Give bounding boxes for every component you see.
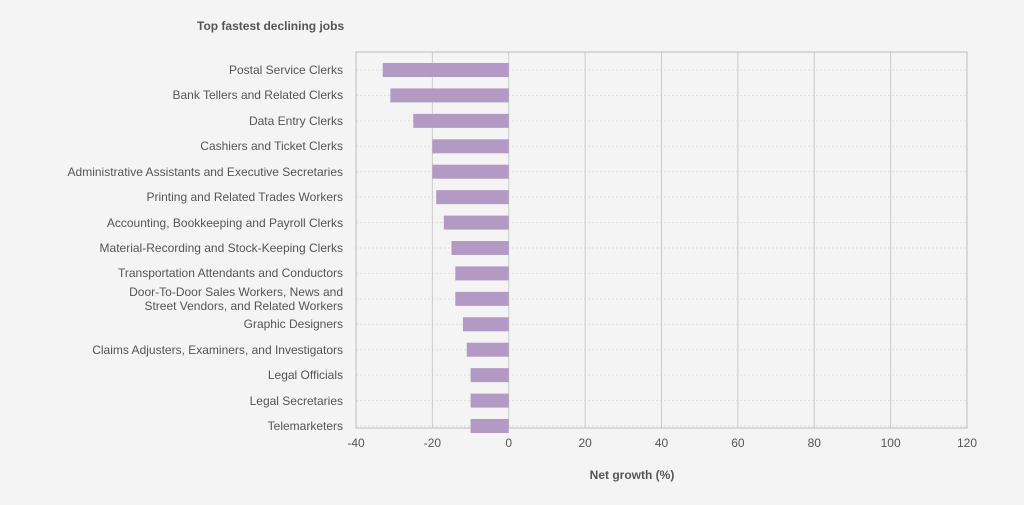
chart-title: Top fastest declining jobs <box>197 19 344 33</box>
x-tick-label: -20 <box>424 436 442 450</box>
y-tick-label: Legal Secretaries <box>249 393 343 408</box>
y-tick-label: Administrative Assistants and Executive … <box>67 164 343 179</box>
y-tick-label: Bank Tellers and Related Clerks <box>172 88 343 103</box>
y-tick-label: Postal Service Clerks <box>228 63 343 77</box>
bar <box>390 88 509 103</box>
plot-border <box>355 51 968 429</box>
bar <box>466 342 509 357</box>
y-tick-label: Telemarketers <box>267 419 343 433</box>
x-tick-label: 0 <box>505 436 512 450</box>
bar <box>470 368 509 383</box>
y-tick-label: Material-Recording and Stock-Keeping Cle… <box>99 241 343 255</box>
bar <box>451 241 509 255</box>
bar <box>462 317 509 332</box>
x-tick-label: 60 <box>731 436 745 450</box>
bar <box>470 419 509 433</box>
bar <box>455 291 509 306</box>
x-tick-label: 80 <box>808 436 822 450</box>
bar <box>382 63 509 77</box>
y-tick-label: Legal Officials <box>267 368 343 383</box>
bar <box>432 139 509 154</box>
x-tick-label: 100 <box>881 436 901 450</box>
y-tick-label: Transportation Attendants and Conductors <box>117 266 343 281</box>
y-tick-label: Graphic Designers <box>243 317 343 332</box>
bar <box>470 393 509 408</box>
x-tick-label: 40 <box>655 436 669 450</box>
y-tick-label: Printing and Related Trades Workers <box>146 190 343 205</box>
x-tick-label: -40 <box>347 436 365 450</box>
bar <box>432 164 509 179</box>
y-tick-label: Door-To-Door Sales Workers, News and Str… <box>129 284 343 313</box>
bar <box>413 113 509 128</box>
x-tick-label: 20 <box>578 436 592 450</box>
bar <box>443 215 509 230</box>
y-tick-label: Accounting, Bookkeeping and Payroll Cler… <box>106 215 343 230</box>
x-axis-label: Net growth (%) <box>590 468 675 482</box>
bar <box>436 190 509 205</box>
y-tick-label: Cashiers and Ticket Clerks <box>200 139 343 154</box>
bar <box>455 266 509 281</box>
x-tick-label: 120 <box>957 436 977 450</box>
y-tick-label: Data Entry Clerks <box>248 113 343 128</box>
y-tick-label: Claims Adjusters, Examiners, and Investi… <box>92 342 343 357</box>
